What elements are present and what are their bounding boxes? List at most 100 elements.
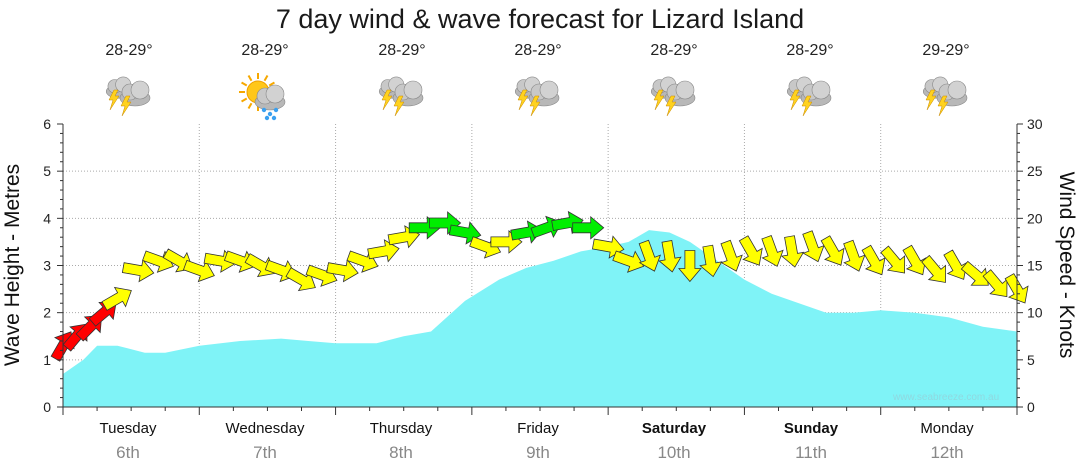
wind-arrow-shape [612,250,645,273]
wind-arrow [843,239,866,272]
storm-cloud-icon [378,76,424,117]
wind-arrow-shape [943,249,968,280]
wind-arrow-shape [861,244,886,276]
wind-arrow [982,269,1008,298]
wind-arrow [182,259,215,283]
wind-arrow-shape [367,239,400,263]
y-tick-label-right: 0 [1027,399,1035,415]
sun-ray [268,81,275,87]
day-label-1: Tuesday [99,420,157,437]
rain-drop [273,107,279,113]
lightning-bolt [120,95,132,117]
sun-rain-cloud-icon [239,73,286,121]
y-tick-label-left: 1 [43,352,51,368]
y-tick-label-right: 25 [1027,163,1043,179]
lightning-bolt [653,89,665,111]
date-label-3: 8th [389,443,413,462]
wind-arrow [121,258,155,283]
lightning-bolt [937,95,949,117]
wind-arrow [572,215,605,240]
wind-arrow [223,250,256,273]
date-label-4: 9th [526,443,550,462]
day-label-4: Friday [517,420,559,437]
temp-day-6: 28-29° [786,42,834,59]
wind-arrow [761,234,784,267]
storm-cloud-icon [105,76,151,117]
sun-ray [247,102,253,109]
y-tick-label-left: 0 [43,399,51,415]
wave-area [63,230,1017,407]
temp-day-7: 29-29° [922,42,970,59]
wind-arrow [780,235,805,268]
storm-cloud-icon [922,76,968,117]
cloud-part [675,80,695,100]
wind-arrow [943,249,968,280]
rain-drop [261,107,267,113]
temp-day-5: 28-29° [650,42,698,59]
temp-day-1: 28-29° [105,42,153,59]
lightning-bolt [517,89,529,111]
chart-title: 7 day wind & wave forecast for Lizard Is… [275,4,805,34]
y-tick-label-right: 15 [1027,258,1043,274]
wind-arrow-shape [761,234,784,267]
cloud-part [811,80,831,100]
wind-arrow-shape [223,250,256,273]
cloud-part [947,80,967,100]
y-tick-label-right: 30 [1027,116,1043,132]
wind-arrow [658,239,682,273]
rain-drop [267,111,273,117]
y-axis-label-right: Wind Speed - Knots [1055,171,1078,359]
wind-arrow-shape [658,239,682,273]
lightning-bolt [801,95,813,117]
wind-arrow-shape [678,250,702,283]
wind-arrow-shape [982,269,1008,298]
day-label-2: Wednesday [225,420,305,437]
y-tick-label-left: 3 [43,258,51,274]
wind-arrow [738,235,763,266]
wind-arrow-shape [720,239,743,272]
wind-arrow-shape [880,245,906,274]
day-label-3: Thursday [369,420,433,437]
y-tick-label-right: 20 [1027,210,1043,226]
wind-arrow-shape [182,259,215,283]
date-label-2: 7th [253,443,277,462]
wind-arrow-shape [699,244,723,278]
wind-arrow [802,230,825,263]
temp-day-4: 28-29° [514,42,562,59]
wind-arrow-shape [820,235,845,266]
sun-ray [241,97,248,103]
cloud-part [265,84,285,104]
lightning-bolt [789,89,801,111]
wind-arrow-shape [802,230,825,263]
wind-arrow [326,258,359,283]
wind-arrow-shape [121,258,155,283]
day-label-6: Sunday [783,420,839,437]
lightning-bolt [393,95,405,117]
wind-arrow [285,267,316,292]
wind-arrows [50,210,1029,362]
lightning-bolt [529,95,541,117]
wind-arrow [720,239,743,272]
wind-arrow [921,254,946,283]
storm-cloud-icon [514,76,560,117]
credit-text: www.seabreeze.com.au [893,392,1000,403]
y-tick-label-left: 5 [43,163,51,179]
date-label-1: 6th [116,443,140,462]
y-tick-label-right: 5 [1027,352,1035,368]
wind-arrow-shape [572,215,605,240]
sun-ray [241,81,248,87]
wind-arrow-shape [326,258,359,283]
storm-cloud-icon [650,76,696,117]
y-tick-label-left: 2 [43,305,51,321]
wind-arrow [638,239,662,272]
lightning-bolt [665,95,677,117]
wind-arrow [367,239,400,263]
wind-arrow-shape [843,239,866,272]
day-label-5: Saturday [641,420,707,437]
wind-arrow-shape [638,239,662,272]
wind-arrow-shape [285,267,316,292]
wind-arrow [678,250,702,283]
wind-arrow [902,244,927,276]
wind-arrow-shape [921,254,946,283]
lightning-bolt [925,89,937,111]
